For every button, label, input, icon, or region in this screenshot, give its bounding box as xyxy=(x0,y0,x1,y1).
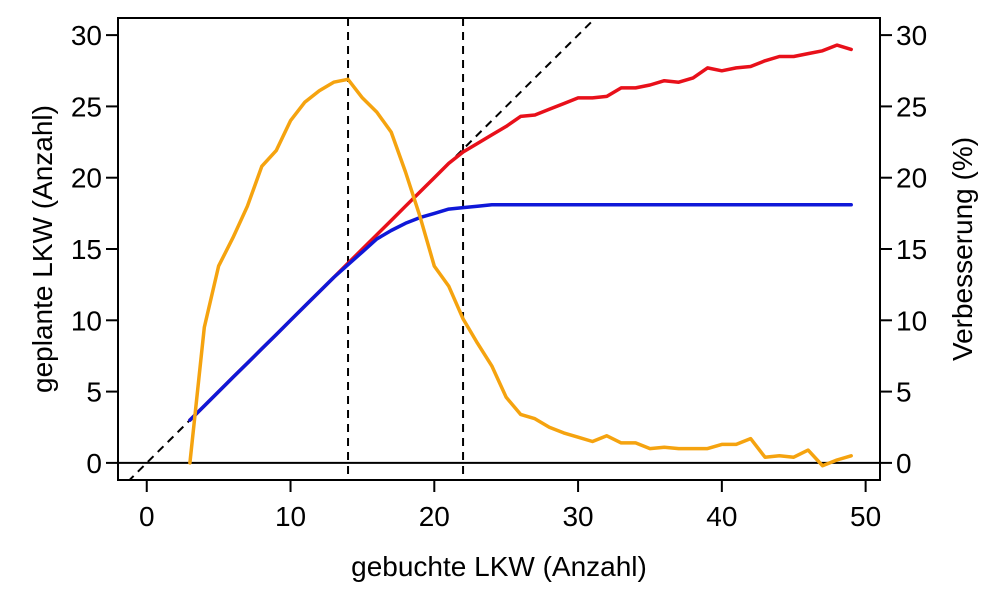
y2-tick-label: 25 xyxy=(896,91,927,122)
y2-tick-label: 5 xyxy=(896,377,912,408)
y-axis-title: geplante LKW (Anzahl) xyxy=(27,105,58,393)
y-tick-label: 5 xyxy=(86,377,102,408)
series-line-red xyxy=(188,43,853,422)
y2-tick-label: 20 xyxy=(896,163,927,194)
x-tick-label: 30 xyxy=(562,501,593,532)
plot-frame xyxy=(117,17,881,481)
y2-tick-label: 15 xyxy=(896,234,927,265)
x-tick-label: 40 xyxy=(706,501,737,532)
x-tick-label: 20 xyxy=(419,501,450,532)
y-axis-right: 0 5 10 15 20 25 30 xyxy=(880,20,927,479)
y2-tick-label: 30 xyxy=(896,20,927,51)
x-tick-label: 50 xyxy=(850,501,881,532)
y-tick-label: 30 xyxy=(71,20,102,51)
y-tick-label: 25 xyxy=(71,91,102,122)
series-line-orange xyxy=(188,77,853,468)
reference-lines xyxy=(118,18,880,480)
series-layer xyxy=(188,43,853,468)
y-tick-label: 15 xyxy=(71,234,102,265)
x-tick-label: 10 xyxy=(275,501,306,532)
x-axis: 0 10 20 30 40 50 xyxy=(139,480,881,532)
y-tick-label: 0 xyxy=(86,448,102,479)
y-tick-label: 10 xyxy=(71,305,102,336)
x-tick-label: 0 xyxy=(139,501,155,532)
y2-axis-title: Verbesserung (%) xyxy=(947,137,978,361)
y2-tick-label: 0 xyxy=(896,448,912,479)
y2-tick-label: 10 xyxy=(896,305,927,336)
x-axis-title: gebuchte LKW (Anzahl) xyxy=(351,551,647,582)
y-axis-left: 0 5 10 15 20 25 30 xyxy=(71,20,118,479)
y-tick-label: 20 xyxy=(71,163,102,194)
series-line-blue xyxy=(188,203,853,422)
